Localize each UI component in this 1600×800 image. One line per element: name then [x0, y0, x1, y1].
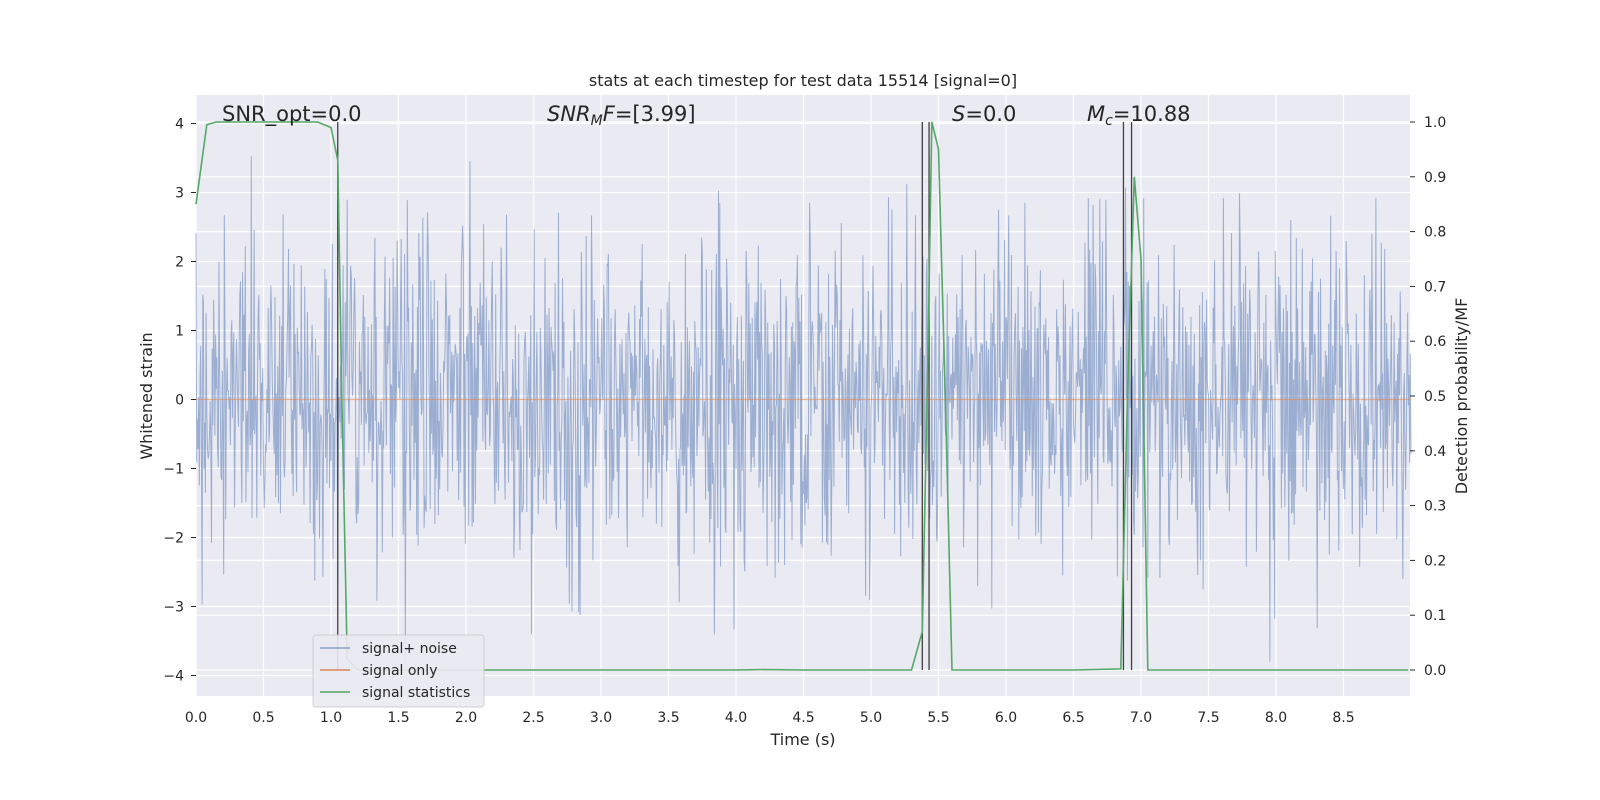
legend-label-noise: signal+ noise	[362, 641, 457, 657]
y2-tick-label: 0.9	[1424, 170, 1446, 186]
x-tick-label: 8.0	[1265, 710, 1287, 726]
x-tick-label: 3.5	[657, 710, 679, 726]
y2-tick-labels: 0.0 0.1 0.2 0.3 0.4 0.5 0.6 0.7 0.8 0.9 1.0	[1410, 115, 1446, 679]
annotation: SNR_opt=0.0	[222, 102, 362, 127]
y-tick-label: 0	[175, 393, 184, 409]
chart-title: stats at each timestep for test data 155…	[589, 71, 1017, 90]
y2-tick-label: 0.0	[1424, 663, 1446, 679]
y2-tick-label: 0.2	[1424, 553, 1446, 569]
annotation: Mc=10.88	[1087, 102, 1191, 129]
x-tick-label: 4.5	[792, 710, 814, 726]
y2-tick-label: 0.6	[1424, 334, 1446, 350]
grid	[195, 95, 1410, 696]
y2-axis-label: Detection probability/MF	[1452, 298, 1471, 495]
annotations: SNR_opt=0.0 SNRMF=[3.99] S=0.0 Mc=10.88	[222, 102, 1191, 129]
y-axis-label: Whitened strain	[137, 332, 156, 459]
y-tick-label: 3	[175, 186, 184, 202]
x-tick-label: 0.0	[185, 710, 207, 726]
x-tick-label: 3.0	[590, 710, 612, 726]
y2-tick-label: 0.4	[1424, 444, 1446, 460]
series-signal-statistics	[195, 121, 1409, 671]
y-tick-label: 2	[175, 255, 184, 271]
x-tick-label: 8.5	[1332, 710, 1354, 726]
y2-tick-label: 0.7	[1424, 279, 1446, 295]
x-tick-label: 6.0	[995, 710, 1017, 726]
y-tick-label: −2	[163, 531, 184, 547]
y2-tick-label: 0.1	[1424, 608, 1446, 624]
x-tick-label: 6.5	[1062, 710, 1084, 726]
y2-tick-label: 0.8	[1424, 225, 1446, 241]
x-tick-label: 4.0	[725, 710, 747, 726]
legend: signal+ noise signal only signal statist…	[312, 634, 485, 708]
x-tick-label: 1.5	[387, 710, 409, 726]
annotation: S=0.0	[952, 102, 1016, 126]
y-tick-label: 4	[175, 117, 184, 133]
y-tick-label: −3	[163, 600, 184, 616]
noise-line	[195, 156, 1412, 662]
x-tick-label: 5.5	[927, 710, 949, 726]
legend-box	[312, 634, 485, 708]
y-tick-label: −4	[163, 669, 184, 685]
x-tick-label: 1.0	[320, 710, 342, 726]
x-tick-label: 0.5	[252, 710, 274, 726]
x-tick-label: 7.0	[1130, 710, 1152, 726]
x-tick-labels: 0.0 0.5 1.0 1.5 2.0 2.5 3.0 3.5 4.0 4.5 5.0 5.5 6.0 6…	[185, 710, 1355, 726]
legend-label-signal-only: signal only	[362, 663, 437, 679]
y2-tick-label: 0.3	[1424, 499, 1446, 515]
y-tick-label: −1	[163, 462, 184, 478]
y-tick-labels: −4 −3 −2 −1 0 1 2 3 4	[163, 117, 196, 685]
y2-tick-label: 0.5	[1424, 389, 1446, 405]
series-signal-noise	[195, 156, 1412, 662]
annotation: SNRMF=[3.99]	[547, 102, 696, 129]
x-tick-label: 2.0	[455, 710, 477, 726]
y-tick-label: 1	[175, 324, 184, 340]
stats-line	[195, 121, 1409, 671]
x-axis-label: Time (s)	[769, 730, 835, 749]
x-tick-label: 5.0	[860, 710, 882, 726]
x-tick-label: 2.5	[522, 710, 544, 726]
x-tick-label: 7.5	[1197, 710, 1219, 726]
legend-label-stats: signal statistics	[362, 685, 470, 701]
y2-tick-label: 1.0	[1424, 115, 1446, 131]
